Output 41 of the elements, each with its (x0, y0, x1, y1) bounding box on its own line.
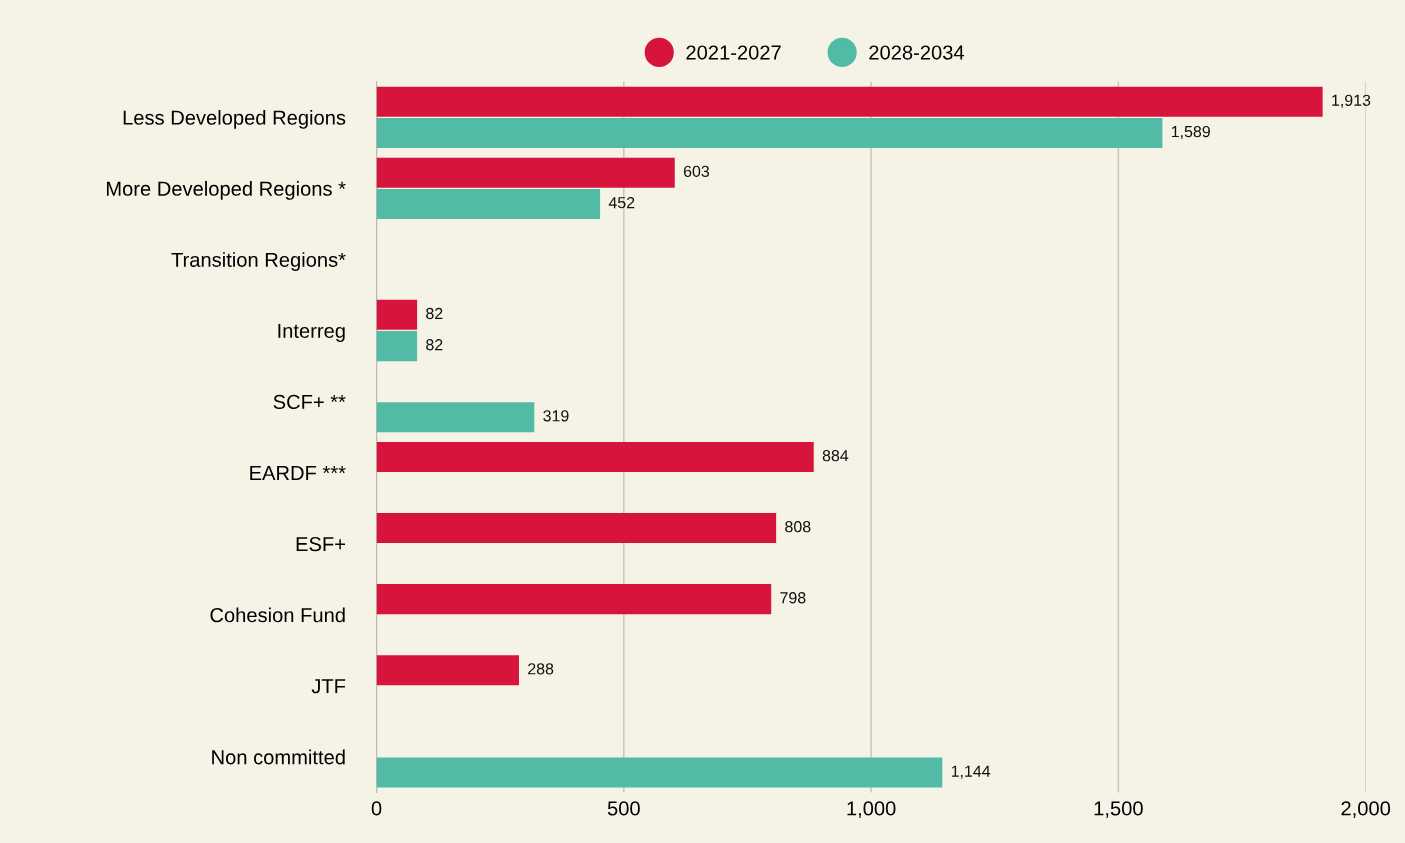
y-tick-label: Transition Regions* (171, 252, 346, 271)
bar (376, 157, 675, 188)
y-tick-label: Interreg (278, 323, 345, 342)
data-label: 884 (822, 449, 849, 462)
bar (376, 655, 519, 686)
bar (376, 402, 535, 433)
data-label: 798 (780, 592, 806, 604)
data-label: 452 (608, 196, 635, 209)
bar (376, 513, 777, 544)
data-label: 82 (426, 307, 443, 320)
x-tick-label: 2,000 (1341, 801, 1391, 818)
y-tick-label: EARDF *** (250, 466, 346, 480)
data-label: 603 (683, 165, 710, 178)
data-label: 1,144 (951, 765, 991, 779)
y-tick-label: Cohesion Fund (210, 607, 345, 623)
bar (376, 299, 418, 330)
x-tick-label: 1,500 (1094, 801, 1143, 818)
bar (376, 188, 601, 220)
y-tick-label: Non committed (212, 749, 345, 765)
y-tick-label: Less Developed Regions (123, 110, 346, 129)
data-label: 808 (785, 521, 811, 533)
data-label: 1,589 (1171, 125, 1210, 140)
bar (376, 584, 772, 615)
bar (376, 331, 418, 362)
y-tick-label: SCF+ ** (273, 394, 346, 410)
bar (376, 441, 814, 472)
data-label: 82 (426, 339, 443, 351)
y-tick-label: More Developed Regions * (106, 181, 346, 200)
data-label: 319 (543, 410, 569, 422)
bar (376, 757, 943, 788)
y-tick-label: JTF (311, 679, 346, 694)
legend-label: 2028-2034 (869, 45, 965, 60)
bar (376, 117, 1163, 148)
x-tick-label: 1,000 (847, 801, 896, 818)
bar (376, 86, 1323, 117)
x-tick-label: 500 (607, 801, 640, 816)
data-label: 1,913 (1332, 94, 1371, 108)
x-tick-label: 0 (371, 801, 382, 816)
data-label: 288 (528, 663, 554, 675)
y-tick-label: ESF+ (296, 536, 345, 552)
legend-label: 2021-2027 (686, 45, 781, 60)
